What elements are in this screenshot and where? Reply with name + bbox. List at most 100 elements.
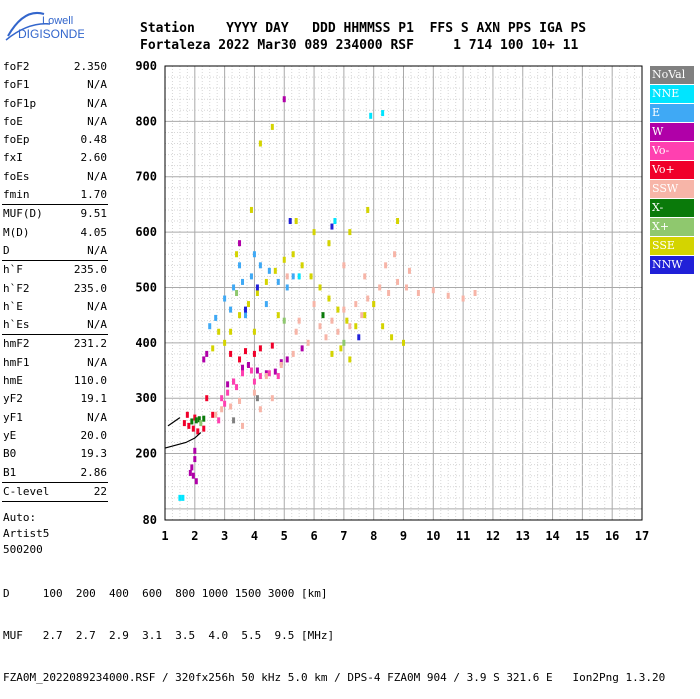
param-row: h`E N/A [0, 298, 110, 316]
point-e [229, 306, 233, 313]
header-line2: Fortaleza 2022 Mar30 089 234000 RSF 1 71… [140, 38, 579, 53]
point-nnw [255, 284, 259, 291]
point-vo [182, 420, 186, 427]
point-sse [211, 345, 215, 352]
point-ssw [279, 361, 283, 368]
param-name: yF1 [3, 410, 23, 424]
point-noval [255, 395, 259, 402]
point-nne [381, 110, 385, 117]
point-ssw [229, 403, 233, 410]
point-w [255, 367, 259, 374]
distance-row-values: 100 200 400 600 800 1000 1500 3000 [km] [42, 587, 328, 600]
point-vo [217, 417, 221, 424]
point-vo [276, 373, 280, 380]
point-vo [226, 389, 230, 396]
point-sse [258, 140, 262, 147]
param-value: 9.51 [80, 207, 108, 221]
point-ssw [407, 267, 411, 274]
param-value: 2.86 [80, 465, 108, 479]
x-tick-label: 10 [426, 529, 440, 543]
param-value: 110.0 [73, 374, 107, 388]
x-tick-label: 3 [221, 529, 228, 543]
legend-item-noval: NoVal [650, 66, 694, 84]
param-name: foF1p [3, 96, 37, 110]
point-sse [381, 323, 385, 330]
legend-item-e: E [650, 104, 694, 122]
point-w [205, 350, 209, 357]
point-e [232, 284, 236, 291]
point-w [282, 96, 286, 103]
param-value: 19.3 [80, 447, 108, 461]
point-ssw [330, 317, 334, 324]
point-x [235, 290, 239, 296]
point-e [252, 251, 256, 258]
point-sse [318, 284, 322, 291]
y-tick-label: 80 [143, 513, 157, 527]
param-value: 1.70 [80, 188, 108, 202]
footer: D 100 200 400 600 800 1000 1500 3000 [km… [3, 559, 665, 699]
point-ssw [342, 262, 346, 269]
point-sse [348, 356, 352, 363]
y-tick-label: 700 [135, 170, 157, 184]
param-name: M(D) [3, 225, 30, 239]
point-vo [270, 342, 274, 349]
x-tick-label: 15 [575, 529, 589, 543]
x-tick-label: 7 [340, 529, 347, 543]
station-header: Station YYYY DAY DDD HHMMSS P1 FFS S AXN… [140, 20, 586, 54]
param-row: foF1 N/A [0, 76, 110, 94]
param-name: C-level [3, 484, 50, 498]
point-sse [217, 328, 221, 335]
point-vo [220, 395, 224, 402]
y-tick-label: 500 [135, 280, 157, 294]
point-sse [291, 251, 295, 258]
point-w [193, 456, 197, 463]
point-w [194, 478, 198, 485]
ionogram-plot: 1 2 3 4 5 6 7 8 9 10 11 12 13 14 15 16 17802003004005006… [135, 59, 649, 543]
logo-arc-icon [7, 12, 45, 37]
point-sse [282, 256, 286, 263]
param-value: 2.350 [73, 60, 107, 73]
legend-item-x: X+ [650, 218, 694, 236]
plot-frame [164, 65, 643, 521]
param-row: h`F2 235.0 [0, 280, 110, 298]
param-name: h`E [3, 299, 23, 313]
point-w [241, 364, 245, 371]
point-sse [252, 328, 256, 335]
x-tick-label: 9 [400, 529, 407, 543]
point-e [249, 273, 253, 280]
x-tick-label: 16 [605, 529, 619, 543]
param-value: N/A [87, 78, 107, 92]
point-sse [372, 301, 376, 308]
x-tick-label: 5 [281, 529, 288, 543]
param-name: yF2 [3, 392, 23, 406]
point-ssw [384, 262, 388, 269]
muf-row-values: 2.7 2.7 2.9 3.1 3.5 4.0 5.5 9.5 [MHz] [42, 629, 335, 642]
param-row: hmF1 N/A [0, 354, 110, 372]
param-name: MUF(D) [3, 207, 43, 221]
legend-item-nne: NNE [650, 85, 694, 103]
point-vo [243, 348, 247, 355]
param-value: 2.60 [80, 151, 108, 165]
param-row: foEs N/A [0, 168, 110, 186]
profile-line-secondary [167, 417, 181, 427]
point-ssw [214, 411, 218, 418]
param-row: hmF2 231.2 [0, 335, 110, 353]
param-value: N/A [87, 243, 107, 257]
point-ssw [446, 292, 450, 299]
point-nnw [357, 334, 361, 341]
point-w [300, 345, 304, 352]
point-w [285, 356, 289, 363]
point-sse [249, 206, 253, 213]
point-vo [258, 345, 262, 352]
param-row: foF2 2.350 [0, 58, 110, 76]
param-value: N/A [87, 355, 107, 369]
param-separator [2, 501, 108, 503]
point-e [238, 262, 242, 269]
param-value: 235.0 [73, 281, 107, 295]
autoscaling-info: Auto: [3, 511, 37, 525]
x-tick-label: 6 [310, 529, 317, 543]
point-vo [249, 367, 253, 374]
param-name: foEs [3, 169, 30, 183]
point-sse [402, 339, 405, 346]
point-sse [348, 229, 352, 236]
